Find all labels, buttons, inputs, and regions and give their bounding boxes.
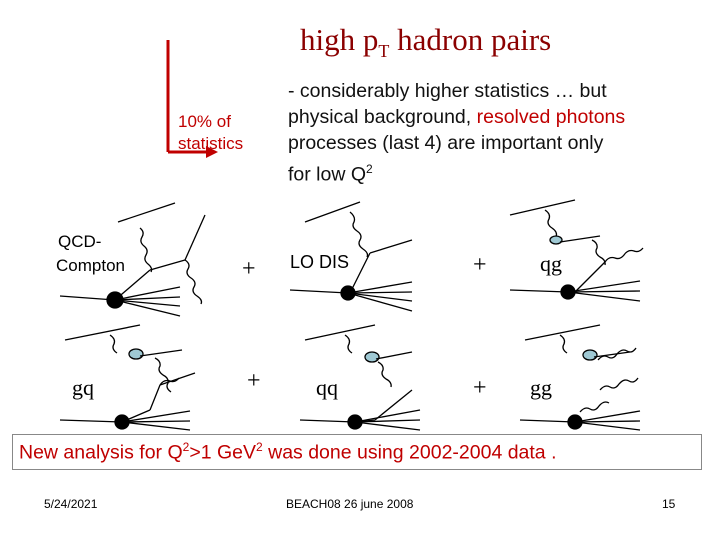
title-subscript: T (378, 41, 390, 62)
label-qq: qq (316, 375, 338, 400)
statistics-label: 10% of statistics (178, 111, 243, 155)
label-gq: gq (72, 375, 94, 400)
conclusion-b: 2 (182, 440, 190, 454)
label-qcd-compton-2: Compton (56, 256, 125, 275)
footer-page-number: 15 (662, 497, 676, 511)
conclusion-a: New analysis for Q (19, 441, 183, 464)
diagram-qg (509, 199, 644, 302)
diagram-gg (519, 324, 641, 431)
bullet-line1: - considerably higher statistics … but (288, 80, 607, 102)
footer-date: 5/24/2021 (44, 497, 98, 511)
conclusion-e: was done using 2002-2004 data . (262, 441, 557, 464)
title-rest: hadron pairs (389, 22, 552, 57)
label-lo-dis: LO DIS (290, 252, 350, 272)
plus-sign-2: + (473, 252, 487, 278)
conclusion-d: 2 (256, 440, 263, 454)
diagram-lo-dis (289, 201, 413, 312)
bullet-line2-a: physical background, (288, 106, 477, 128)
bullet-line2: physical background, resolved photons (288, 104, 713, 130)
bullet-line2-b: resolved photons (476, 106, 626, 128)
statistics-label-line2: statistics (178, 134, 244, 153)
conclusion-box: New analysis for Q2>1 GeV2 was done usin… (12, 434, 702, 470)
diagram-qcd-compton (59, 202, 206, 317)
title-main: high p (300, 22, 379, 57)
label-qcd-compton-1: QCD- (58, 232, 102, 251)
label-gg: gg (530, 375, 552, 400)
bullet-line3: processes (last 4) are important only (288, 132, 604, 154)
bullet-text: - considerably higher statistics … but p… (288, 78, 713, 188)
label-qg: qg (540, 251, 562, 276)
footer-center: BEACH08 26 june 2008 (286, 497, 414, 511)
bullet-line4-sup: 2 (366, 162, 373, 176)
statistics-label-line1: 10% of (178, 112, 231, 131)
plus-sign-1: + (242, 256, 256, 282)
diagram-qq (299, 324, 421, 431)
plus-sign-3: + (247, 368, 261, 394)
conclusion-c: >1 GeV (189, 441, 256, 464)
plus-sign-4: + (473, 375, 487, 401)
slide-title: high pT hadron pairs (300, 22, 551, 62)
diagram-gq (59, 324, 196, 431)
bullet-line4-a: for low Q (288, 163, 367, 186)
bullet-line4: for low Q2 (288, 156, 713, 188)
